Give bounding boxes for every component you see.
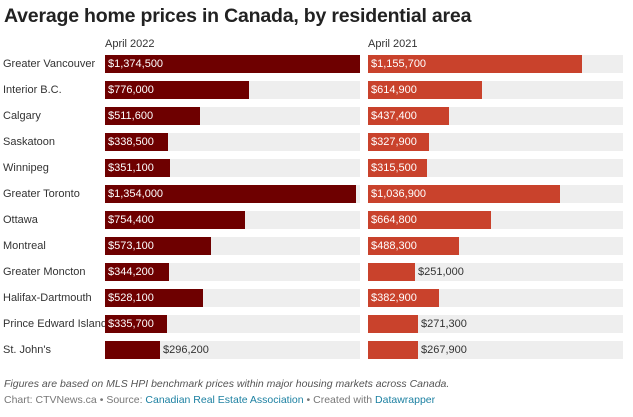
chart-credit: Chart: CTVNews.ca — [4, 394, 97, 406]
value-label-april-2021-interior-b-c: $614,900 — [371, 84, 417, 96]
bar-april-2022-halifax-dartmouth — [105, 289, 203, 307]
value-label-april-2021-saskatoon: $327,900 — [371, 136, 417, 148]
value-label-april-2021-halifax-dartmouth: $382,900 — [371, 292, 417, 304]
chart-title: Average home prices in Canada, by reside… — [4, 5, 472, 27]
category-label-saskatoon: Saskatoon — [3, 136, 55, 148]
value-label-april-2022-greater-vancouver: $1,374,500 — [108, 58, 164, 70]
value-label-april-2022-st-john-s: $296,200 — [163, 344, 209, 356]
bar-april-2021-greater-moncton — [368, 263, 415, 281]
bar-april-2021-ottawa — [368, 211, 491, 229]
created-prefix: Created with — [313, 394, 373, 406]
bar-april-2021-interior-b-c — [368, 81, 482, 99]
value-label-april-2021-greater-vancouver: $1,155,700 — [371, 58, 427, 70]
bar-april-2021-halifax-dartmouth — [368, 289, 439, 307]
bar-april-2022-greater-moncton — [105, 263, 169, 281]
bar-april-2021-winnipeg — [368, 159, 427, 177]
bar-april-2021-montreal — [368, 237, 459, 255]
category-label-greater-vancouver: Greater Vancouver — [3, 58, 96, 70]
bar-april-2022-st-john-s — [105, 341, 160, 359]
value-label-april-2021-prince-edward-island: $271,300 — [421, 318, 467, 330]
credit-separator: • — [306, 394, 311, 406]
source-prefix: Source: — [106, 394, 143, 406]
chart-note: Figures are based on MLS HPI benchmark p… — [4, 378, 450, 390]
category-label-interior-b-c: Interior B.C. — [3, 84, 62, 96]
category-label-calgary: Calgary — [3, 110, 41, 122]
bar-april-2021-calgary — [368, 107, 449, 125]
value-label-april-2021-montreal: $488,300 — [371, 240, 417, 252]
value-label-april-2021-st-john-s: $267,900 — [421, 344, 467, 356]
bar-track — [105, 133, 360, 151]
value-label-april-2021-greater-toronto: $1,036,900 — [371, 188, 427, 200]
value-label-april-2022-montreal: $573,100 — [108, 240, 154, 252]
bar-april-2022-saskatoon — [105, 133, 168, 151]
category-label-greater-toronto: Greater Toronto — [3, 188, 80, 200]
value-label-april-2021-winnipeg: $315,500 — [371, 162, 417, 174]
bar-april-2021-saskatoon — [368, 133, 429, 151]
value-label-april-2022-greater-toronto: $1,354,000 — [108, 188, 164, 200]
bar-april-2022-prince-edward-island — [105, 315, 167, 333]
value-label-april-2022-saskatoon: $338,500 — [108, 136, 154, 148]
value-label-april-2022-winnipeg: $351,100 — [108, 162, 154, 174]
source-link[interactable]: Canadian Real Estate Association — [145, 394, 304, 406]
value-label-april-2021-ottawa: $664,800 — [371, 214, 417, 226]
category-label-winnipeg: Winnipeg — [3, 162, 49, 174]
value-label-april-2022-greater-moncton: $344,200 — [108, 266, 154, 278]
bar-april-2022-montreal — [105, 237, 211, 255]
column-header-april-2021: April 2021 — [368, 38, 418, 50]
category-label-greater-moncton: Greater Moncton — [3, 266, 86, 278]
value-label-april-2022-ottawa: $754,400 — [108, 214, 154, 226]
bar-april-2022-calgary — [105, 107, 200, 125]
bar-april-2022-ottawa — [105, 211, 245, 229]
value-label-april-2022-calgary: $511,600 — [108, 110, 154, 122]
value-label-april-2021-calgary: $437,400 — [371, 110, 417, 122]
bar-april-2021-st-john-s — [368, 341, 418, 359]
value-label-april-2022-halifax-dartmouth: $528,100 — [108, 292, 154, 304]
category-label-prince-edward-island: Prince Edward Island — [3, 318, 107, 330]
category-label-ottawa: Ottawa — [3, 214, 38, 226]
bar-april-2021-greater-toronto — [368, 185, 560, 203]
chart-credits: Chart: CTVNews.ca • Source: Canadian Rea… — [4, 394, 435, 406]
bar-track — [368, 133, 623, 151]
category-label-montreal: Montreal — [3, 240, 46, 252]
bar-track — [368, 341, 623, 359]
bar-april-2022-winnipeg — [105, 159, 170, 177]
bar-track — [105, 315, 360, 333]
bar-chart-rows: Greater Vancouver $1,374,500 $1,155,700 Int… — [0, 52, 633, 364]
category-label-halifax-dartmouth: Halifax-Dartmouth — [3, 292, 92, 304]
bar-track — [368, 159, 623, 177]
bar-april-2022-interior-b-c — [105, 81, 249, 99]
bar-april-2022-greater-vancouver — [105, 55, 360, 73]
column-header-april-2022: April 2022 — [105, 38, 155, 50]
category-label-st-john-s: St. John's — [3, 344, 51, 356]
value-label-april-2022-prince-edward-island: $335,700 — [108, 318, 154, 330]
value-label-april-2021-greater-moncton: $251,000 — [418, 266, 464, 278]
value-label-april-2022-interior-b-c: $776,000 — [108, 84, 154, 96]
bar-april-2021-greater-vancouver — [368, 55, 582, 73]
credit-separator: • — [99, 394, 104, 406]
bar-track — [105, 341, 360, 359]
bar-track — [368, 263, 623, 281]
bar-april-2021-prince-edward-island — [368, 315, 418, 333]
bar-april-2022-greater-toronto — [105, 185, 356, 203]
bar-track — [368, 315, 623, 333]
datawrapper-link[interactable]: Datawrapper — [375, 394, 436, 406]
